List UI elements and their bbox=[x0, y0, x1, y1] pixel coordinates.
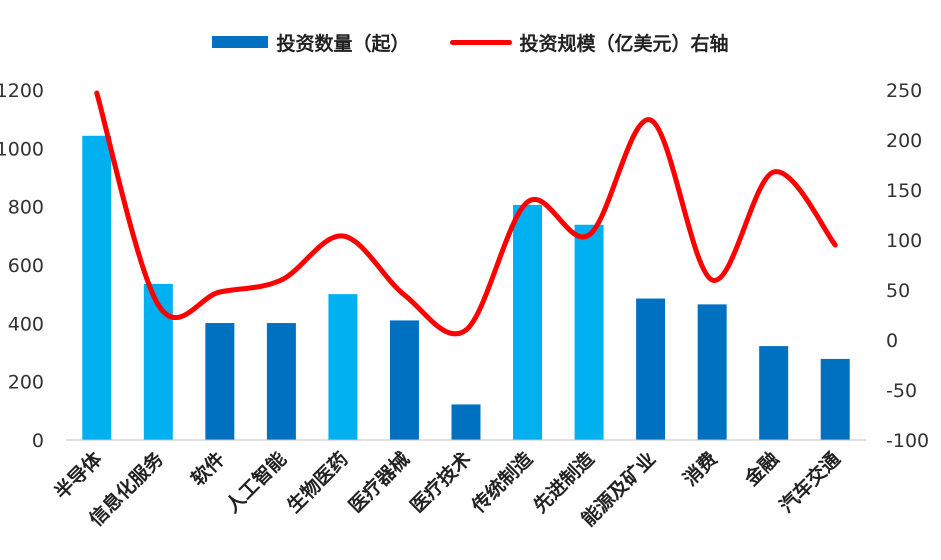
left-axis: 0 200 400 600 800 1000 1200 bbox=[0, 80, 44, 452]
bar-3 bbox=[205, 323, 235, 440]
right-tick-label: 100 bbox=[886, 230, 922, 252]
legend-item-scale: 投资规模（亿美元）右轴 bbox=[449, 29, 729, 56]
left-tick-label: 1000 bbox=[0, 138, 44, 160]
right-tick-label: 50 bbox=[886, 280, 910, 302]
left-tick-label: 800 bbox=[8, 197, 44, 219]
right-tick-label: 200 bbox=[886, 130, 922, 152]
category-label: 汽车交通 bbox=[775, 447, 846, 518]
bar-4 bbox=[266, 323, 296, 440]
category-label: 传统制造 bbox=[466, 447, 537, 518]
right-tick-label: 150 bbox=[886, 180, 922, 202]
series-line bbox=[94, 90, 838, 337]
right-tick-label: -50 bbox=[886, 380, 917, 402]
right-axis: -100 -50 0 50 100 150 200 250 bbox=[886, 80, 929, 452]
bar-5 bbox=[328, 294, 358, 440]
legend-label-count: 投资数量（起） bbox=[276, 32, 410, 55]
legend-item-count: 投资数量（起） bbox=[212, 29, 410, 56]
bar-12 bbox=[759, 346, 789, 440]
right-tick-label: 0 bbox=[886, 330, 898, 352]
bar-10 bbox=[636, 298, 666, 440]
bar-8 bbox=[513, 204, 543, 440]
left-tick-label: 600 bbox=[8, 255, 44, 277]
left-tick-label: 1200 bbox=[0, 80, 44, 102]
category-label: 半导体 bbox=[50, 447, 107, 504]
category-label: 金融 bbox=[739, 447, 783, 491]
left-tick-label: 0 bbox=[32, 430, 44, 452]
bar-series bbox=[82, 135, 850, 440]
line-series bbox=[94, 90, 838, 337]
left-tick-label: 400 bbox=[8, 313, 44, 335]
bar-11 bbox=[697, 304, 727, 440]
category-label: 软件 bbox=[186, 447, 229, 490]
bar-13 bbox=[820, 358, 850, 440]
category-label: 人工智能 bbox=[221, 447, 291, 517]
right-tick-label: 250 bbox=[886, 80, 922, 102]
category-label: 消费 bbox=[679, 447, 722, 490]
category-labels: 半导体信息化服务 软件人工智能生物医药医疗器械医疗技术传统制造先进制造能源及矿业消… bbox=[50, 447, 846, 531]
category-label: 生物医药 bbox=[282, 447, 352, 517]
bar-6 bbox=[389, 320, 419, 440]
legend-line-swatch bbox=[449, 39, 512, 45]
chart-legend: 投资数量（起） 投资规模（亿美元）右轴 bbox=[0, 24, 941, 60]
category-label: 医疗器械 bbox=[344, 447, 414, 517]
bar-9 bbox=[574, 224, 604, 440]
right-tick-label: -100 bbox=[886, 430, 929, 452]
bar-1 bbox=[82, 135, 112, 440]
bar-7 bbox=[451, 404, 481, 440]
bar-2 bbox=[143, 283, 173, 440]
left-tick-label: 200 bbox=[8, 372, 44, 394]
legend-bar-swatch bbox=[212, 36, 269, 48]
category-label: 医疗技术 bbox=[406, 447, 476, 517]
legend-label-scale: 投资规模（亿美元）右轴 bbox=[519, 32, 729, 55]
